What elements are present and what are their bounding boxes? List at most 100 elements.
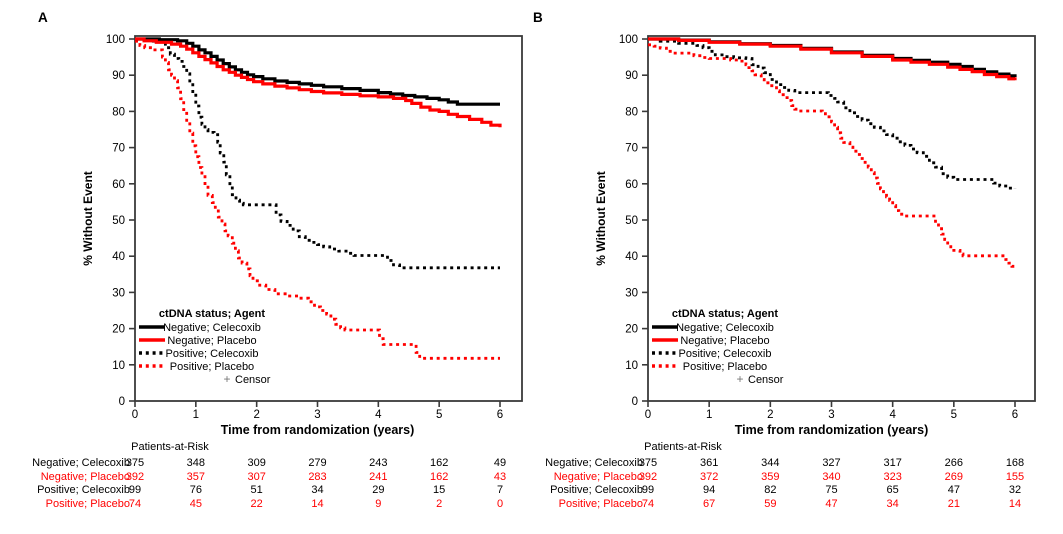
x-tick-label: 5 [951,409,957,421]
legend: ctDNA status; Agent Negative; CelecoxibNe… [652,308,784,386]
y-tick-label: 100 [619,34,638,46]
legend-censor-label: Censor [235,374,271,386]
at-risk-row-label-positive-placebo: Positive; Placebo [559,498,643,510]
y-tick-label: 70 [112,143,125,155]
y-tick-label: 0 [119,396,125,408]
y-tick-label: 50 [112,215,125,227]
legend-label-negative-celecoxib: Negative; Celecoxib [163,322,261,334]
at-risk-value: 283 [308,471,326,483]
series-positive-celecoxib [648,37,1017,190]
at-risk-value: 392 [126,471,144,483]
at-risk-value: 22 [251,498,263,510]
x-tick-label: 1 [193,409,199,421]
x-tick-label: 3 [314,409,320,421]
legend-label-positive-placebo: Positive; Placebo [683,361,767,373]
at-risk-value: 243 [369,457,387,469]
y-tick-label: 10 [112,360,125,372]
legend-label-negative-placebo: Negative; Placebo [167,335,256,347]
at-risk-value: 59 [764,498,776,510]
series-negative-placebo [135,37,502,128]
at-risk-value: 67 [703,498,715,510]
series-positive-placebo [135,39,500,360]
at-risk-value: 327 [822,457,840,469]
x-tick-label: 3 [828,409,834,421]
legend-title: ctDNA status; Agent [159,308,265,320]
at-risk-header: Patients-at-Risk [131,441,209,453]
x-tick-label: 2 [767,409,773,421]
legend-label-positive-celecoxib: Positive; Celecoxib [679,348,772,360]
x-tick-label: 6 [1012,409,1018,421]
y-tick-label: 80 [625,106,638,118]
x-tick-label: 2 [253,409,259,421]
at-risk-row-label-negative-placebo: Negative; Placebo [41,471,130,483]
at-risk-value: 375 [126,457,144,469]
at-risk-value: 34 [887,498,899,510]
at-risk-value: 340 [822,471,840,483]
legend-label-positive-placebo: Positive; Placebo [170,361,254,373]
at-risk-value: 75 [825,484,837,496]
y-tick-label: 20 [625,324,638,336]
at-risk-value: 372 [700,471,718,483]
at-risk-value: 47 [948,484,960,496]
series-positive-celecoxib [135,37,500,270]
legend-censor-label: Censor [748,374,784,386]
at-risk-value: 47 [825,498,837,510]
at-risk-value: 74 [129,498,141,510]
series-negative-celecoxib [135,37,500,106]
y-tick-label: 100 [106,34,125,46]
at-risk-row-label-negative-celecoxib: Negative; Celecoxib [32,457,130,469]
at-risk-value: 309 [247,457,265,469]
x-tick-label: 4 [889,409,896,421]
at-risk-value: 7 [497,484,503,496]
legend-label-negative-celecoxib: Negative; Celecoxib [676,322,774,334]
at-risk-value: 357 [187,471,205,483]
plot-frame [134,35,523,402]
y-tick-label: 60 [112,179,125,191]
y-tick-label: 30 [112,287,125,299]
at-risk-value: 392 [639,471,657,483]
y-tick-label: 60 [625,179,638,191]
legend-label-positive-celecoxib: Positive; Celecoxib [166,348,259,360]
at-risk-value: 2 [436,498,442,510]
y-axis-label: % Without Event [594,171,608,266]
at-risk-value: 21 [948,498,960,510]
legend-label-negative-placebo: Negative; Placebo [680,335,769,347]
at-risk-value: 241 [369,471,387,483]
at-risk-value: 162 [430,471,448,483]
x-tick-label: 4 [375,409,382,421]
at-risk-value: 51 [251,484,263,496]
at-risk-value: 34 [311,484,323,496]
y-axis-label: % Without Event [81,171,95,266]
at-risk-header: Patients-at-Risk [644,441,722,453]
at-risk-row-label-positive-placebo: Positive; Placebo [46,498,130,510]
at-risk-value: 15 [433,484,445,496]
at-risk-value: 0 [497,498,503,510]
at-risk-value: 76 [190,484,202,496]
censor-plus-icon: + [223,372,230,386]
plot-frame [647,35,1036,402]
legend: ctDNA status; Agent Negative; CelecoxibNe… [139,308,271,386]
panel-label-a: A [38,10,48,25]
y-tick-label: 10 [625,360,638,372]
at-risk-value: 43 [494,471,506,483]
x-tick-label: 0 [645,409,651,421]
at-risk-row-label-negative-placebo: Negative; Placebo [554,471,643,483]
y-tick-label: 70 [625,143,638,155]
x-tick-label: 0 [132,409,138,421]
at-risk-value: 9 [375,498,381,510]
at-risk-row-label-negative-celecoxib: Negative; Celecoxib [545,457,643,469]
at-risk-value: 29 [372,484,384,496]
y-tick-label: 50 [625,215,638,227]
series-negative-placebo [648,37,1017,81]
at-risk-value: 269 [945,471,963,483]
at-risk-value: 94 [703,484,715,496]
at-risk-value: 74 [642,498,654,510]
x-tick-label: 5 [436,409,442,421]
at-risk-value: 32 [1009,484,1021,496]
y-tick-label: 20 [112,324,125,336]
at-risk-value: 361 [700,457,718,469]
